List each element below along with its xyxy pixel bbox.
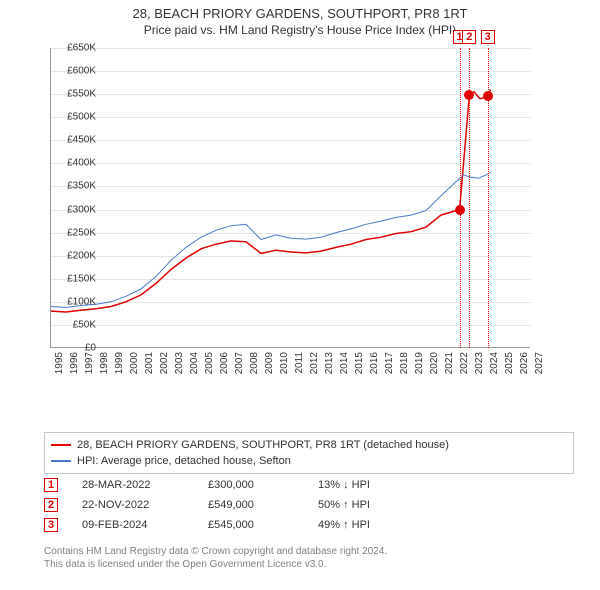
ytick-label: £600K — [67, 66, 96, 77]
ytick-label: £650K — [67, 43, 96, 54]
event-pct: 49% ↑ HPI — [308, 519, 448, 531]
legend-row: HPI: Average price, detached house, Seft… — [51, 453, 567, 469]
events-table: 1 28-MAR-2022 £300,000 13% ↓ HPI 2 22-NOV-202… — [44, 475, 574, 535]
xtick-label: 2026 — [519, 352, 530, 374]
event-date: 09-FEB-2024 — [68, 519, 188, 531]
event-pct: 50% ↑ HPI — [308, 499, 448, 511]
ytick-label: £500K — [67, 112, 96, 123]
ytick-label: £550K — [67, 89, 96, 100]
event-marker-box: 3 — [481, 30, 495, 44]
chart-titles: 28, BEACH PRIORY GARDENS, SOUTHPORT, PR8… — [0, 0, 600, 37]
event-price: £549,000 — [198, 499, 298, 511]
event-pct: 13% ↓ HPI — [308, 479, 448, 491]
event-marker-box: 2 — [462, 30, 476, 44]
legend-row: 28, BEACH PRIORY GARDENS, SOUTHPORT, PR8… — [51, 437, 567, 453]
xtick-label: 2020 — [429, 352, 440, 374]
footer-line-2: This data is licensed under the Open Gov… — [44, 558, 574, 571]
xtick-label: 2000 — [129, 352, 140, 374]
xtick-label: 1996 — [69, 352, 80, 374]
legend-swatch — [51, 460, 71, 462]
ytick-label: £300K — [67, 204, 96, 215]
title-line-1: 28, BEACH PRIORY GARDENS, SOUTHPORT, PR8… — [0, 6, 600, 21]
event-marker-dot — [483, 91, 493, 101]
ytick-label: £350K — [67, 181, 96, 192]
xtick-label: 2025 — [504, 352, 515, 374]
event-number: 1 — [44, 478, 58, 492]
xtick-label: 2018 — [399, 352, 410, 374]
xtick-label: 2003 — [174, 352, 185, 374]
legend-box: 28, BEACH PRIORY GARDENS, SOUTHPORT, PR8… — [44, 432, 574, 474]
event-date: 22-NOV-2022 — [68, 499, 188, 511]
event-marker-dot — [464, 90, 474, 100]
xtick-label: 2023 — [474, 352, 485, 374]
title-line-2: Price paid vs. HM Land Registry's House … — [0, 23, 600, 37]
xtick-label: 2004 — [189, 352, 200, 374]
event-row: 2 22-NOV-2022 £549,000 50% ↑ HPI — [44, 495, 574, 515]
xtick-label: 2027 — [534, 352, 545, 374]
xtick-label: 2007 — [234, 352, 245, 374]
ytick-label: £150K — [67, 273, 96, 284]
event-row: 1 28-MAR-2022 £300,000 13% ↓ HPI — [44, 475, 574, 495]
ytick-label: £100K — [67, 296, 96, 307]
xtick-label: 1998 — [99, 352, 110, 374]
ytick-label: £400K — [67, 158, 96, 169]
ytick-label: £450K — [67, 135, 96, 146]
xtick-label: 1999 — [114, 352, 125, 374]
xtick-label: 2013 — [324, 352, 335, 374]
event-marker-vline — [460, 48, 461, 348]
event-number: 3 — [44, 518, 58, 532]
series-property — [51, 90, 491, 313]
xtick-label: 2019 — [414, 352, 425, 374]
footer-line-1: Contains HM Land Registry data © Crown c… — [44, 545, 574, 558]
xtick-label: 2014 — [339, 352, 350, 374]
xtick-label: 2001 — [144, 352, 155, 374]
event-number: 2 — [44, 498, 58, 512]
event-marker-dot — [455, 205, 465, 215]
event-date: 28-MAR-2022 — [68, 479, 188, 491]
xtick-label: 2022 — [459, 352, 470, 374]
legend-label: HPI: Average price, detached house, Seft… — [77, 455, 291, 467]
legend-label: 28, BEACH PRIORY GARDENS, SOUTHPORT, PR8… — [77, 439, 449, 451]
ytick-label: £200K — [67, 250, 96, 261]
xtick-label: 2008 — [249, 352, 260, 374]
xtick-label: 2015 — [354, 352, 365, 374]
event-row: 3 09-FEB-2024 £545,000 49% ↑ HPI — [44, 515, 574, 535]
series-hpi — [51, 173, 491, 308]
xtick-label: 2016 — [369, 352, 380, 374]
xtick-label: 2011 — [294, 352, 305, 374]
ytick-label: £250K — [67, 227, 96, 238]
xtick-label: 2021 — [444, 352, 455, 374]
event-price: £300,000 — [198, 479, 298, 491]
xtick-label: 1995 — [54, 352, 65, 374]
plot-area: 123 — [50, 48, 530, 348]
xtick-label: 2024 — [489, 352, 500, 374]
xtick-label: 2017 — [384, 352, 395, 374]
xtick-label: 2006 — [219, 352, 230, 374]
event-price: £545,000 — [198, 519, 298, 531]
xtick-label: 2005 — [204, 352, 215, 374]
xtick-label: 2009 — [264, 352, 275, 374]
xtick-label: 1997 — [84, 352, 95, 374]
chart-container: 123 £0£50K£100K£150K£200K£250K£300K£350K… — [50, 48, 580, 388]
xtick-label: 2010 — [279, 352, 290, 374]
footer-attribution: Contains HM Land Registry data © Crown c… — [44, 545, 574, 571]
xtick-label: 2002 — [159, 352, 170, 374]
ytick-label: £50K — [73, 319, 96, 330]
xtick-label: 2012 — [309, 352, 320, 374]
legend-swatch — [51, 444, 71, 446]
